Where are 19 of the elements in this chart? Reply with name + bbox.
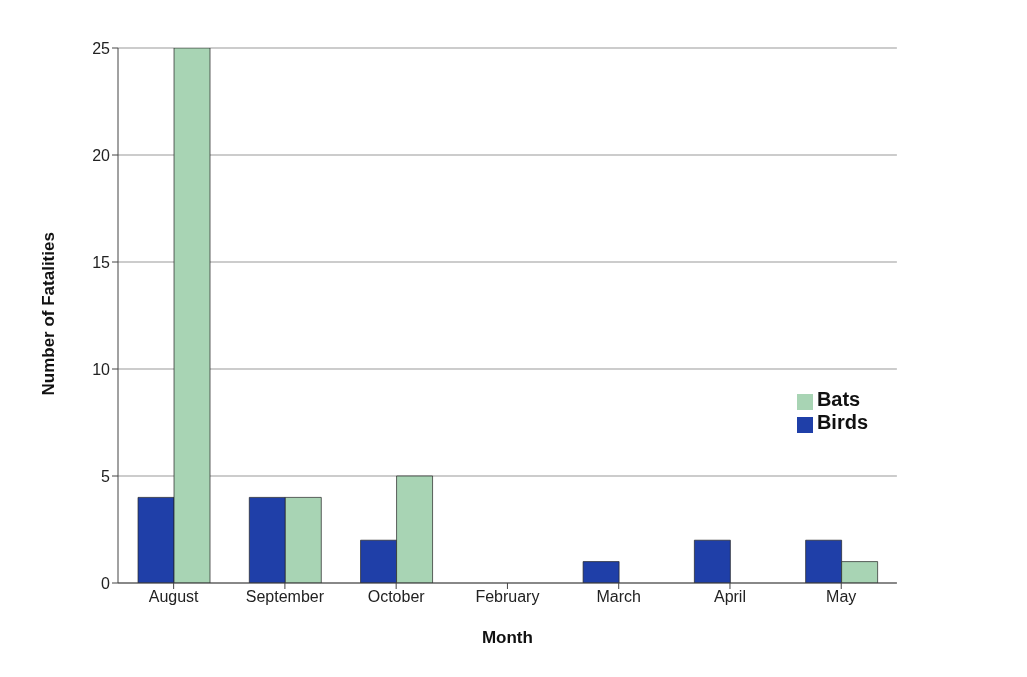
x-tick-label: April — [713, 588, 746, 606]
y-tick-label: 0 — [101, 574, 111, 592]
x-tick-label: May — [826, 588, 857, 606]
y-tick-label: 5 — [101, 467, 111, 485]
x-axis-title: Month — [481, 628, 533, 647]
x-tick-label: August — [148, 588, 200, 606]
bar — [582, 561, 620, 583]
y-tick-label: 15 — [92, 253, 111, 271]
x-tick-label: March — [596, 588, 641, 606]
legend-label: Birds — [816, 411, 868, 433]
x-tick-label: February — [475, 588, 540, 606]
y-tick-label: 25 — [92, 39, 111, 57]
y-tick-label: 20 — [92, 146, 111, 164]
y-axis-title: Number of Fatalities — [39, 232, 59, 396]
y-tick-label: 10 — [92, 360, 111, 378]
x-tick-label: October — [367, 588, 426, 606]
bar — [694, 539, 731, 583]
legend-label: Bats — [816, 388, 861, 410]
x-tick-label: September — [245, 588, 325, 606]
